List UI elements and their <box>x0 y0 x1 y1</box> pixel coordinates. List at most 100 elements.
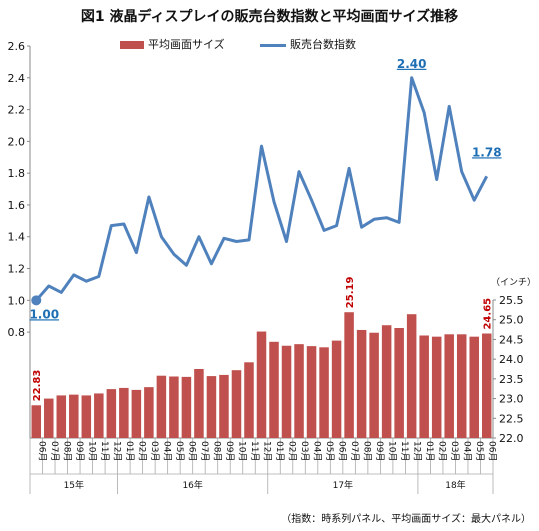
bar <box>481 333 492 438</box>
left-tick-label: 1.8 <box>8 167 26 180</box>
bar <box>131 389 142 438</box>
bar <box>306 346 317 438</box>
month-tick-label: 12月 <box>262 441 273 461</box>
bar <box>44 398 54 438</box>
right-tick-label: 24.5 <box>499 333 524 346</box>
month-tick-label: 07月 <box>199 441 210 461</box>
month-tick-label: 09月 <box>74 441 85 461</box>
line-data-label: 1.00 <box>29 307 59 321</box>
bar <box>231 370 242 438</box>
bar <box>269 341 279 438</box>
month-tick-label: 03月 <box>299 441 310 461</box>
bar <box>294 344 304 438</box>
month-tick-label: 07月 <box>349 441 360 461</box>
month-tick-label: 07月 <box>49 441 60 461</box>
bar <box>31 405 42 438</box>
right-tick-label: 22.5 <box>499 412 524 425</box>
month-tick-label: 08月 <box>362 441 373 461</box>
bar <box>244 362 254 438</box>
legend-bar-swatch <box>120 41 144 49</box>
month-tick-label: 03月 <box>449 441 460 461</box>
month-tick-label: 06月 <box>487 441 498 461</box>
month-tick-label: 11月 <box>399 441 410 461</box>
month-tick-label: 01月 <box>274 441 285 461</box>
month-tick-label: 11月 <box>249 441 260 461</box>
line-data-label: 2.40 <box>397 57 427 71</box>
bar <box>469 336 479 438</box>
bar <box>194 369 204 438</box>
month-tick-label: 05月 <box>174 441 185 461</box>
footnote: （指数：時系列パネル、平均画面サイズ：最大パネル） <box>281 514 531 525</box>
month-tick-label: 05月 <box>474 441 485 461</box>
month-tick-label: 01月 <box>124 441 135 461</box>
month-tick-label: 05月 <box>324 441 335 461</box>
year-label: 15年 <box>64 479 84 491</box>
bar <box>331 340 342 438</box>
year-label: 16年 <box>182 479 202 491</box>
month-tick-label: 02月 <box>437 441 448 461</box>
legend-bar-label: 平均画面サイズ <box>148 38 225 51</box>
month-tick-label: 06月 <box>36 441 47 461</box>
month-tick-label: 08月 <box>211 441 222 461</box>
right-tick-label: 23.0 <box>499 393 524 406</box>
bar <box>144 387 154 438</box>
bar-data-label: 22.83 <box>32 370 43 402</box>
bar <box>406 314 417 438</box>
legend-line-label: 販売台数指数 <box>290 38 356 51</box>
bar <box>94 393 104 438</box>
month-tick-label: 12月 <box>111 441 122 461</box>
bar <box>256 331 267 438</box>
left-tick-label: 1.6 <box>8 199 26 212</box>
month-tick-label: 08月 <box>61 441 72 461</box>
month-tick-label: 04月 <box>312 441 323 461</box>
bar <box>169 376 179 438</box>
bar <box>394 327 404 438</box>
legend-item-bar: 平均画面サイズ <box>120 36 225 52</box>
bar <box>431 336 442 438</box>
bar <box>206 376 217 438</box>
left-tick-label: 2.0 <box>8 135 26 148</box>
bar <box>281 345 292 438</box>
legend-line-swatch <box>260 43 286 47</box>
bar <box>106 389 117 438</box>
month-tick-label: 04月 <box>462 441 473 461</box>
bar <box>381 325 392 438</box>
left-tick-label: 2.4 <box>8 72 26 85</box>
month-tick-label: 02月 <box>136 441 147 461</box>
bar <box>81 395 92 438</box>
bar-data-label: 24.65 <box>483 298 494 330</box>
bar <box>219 374 229 438</box>
bar <box>444 334 454 438</box>
month-tick-label: 10月 <box>387 441 398 461</box>
bar <box>419 335 429 438</box>
bar <box>356 329 367 438</box>
bar <box>181 376 192 438</box>
unit-label: （インチ） <box>491 278 537 288</box>
bar <box>456 334 467 438</box>
month-tick-label: 06月 <box>337 441 348 461</box>
month-tick-label: 04月 <box>161 441 172 461</box>
right-tick-label: 24.0 <box>499 353 524 366</box>
chart-title: 図1 液晶ディスプレイの販売台数指数と平均画面サイズ推移 <box>80 9 459 25</box>
year-label: 18年 <box>445 479 465 491</box>
series-line <box>35 76 489 302</box>
right-tick-label: 25.0 <box>499 314 524 327</box>
month-tick-label: 11月 <box>99 441 110 461</box>
month-tick-label: 12月 <box>412 441 423 461</box>
start-point-marker <box>31 295 42 306</box>
left-tick-label: 2.6 <box>8 40 26 53</box>
month-tick-label: 01月 <box>424 441 435 461</box>
bar <box>156 375 167 438</box>
left-tick-label: 1.0 <box>8 294 26 307</box>
bar <box>56 395 67 438</box>
right-tick-label: 23.5 <box>499 373 524 386</box>
bar-data-label: 25.19 <box>345 277 356 309</box>
month-tick-label: 09月 <box>374 441 385 461</box>
month-tick-label: 06月 <box>186 441 197 461</box>
left-tick-label: 0.8 <box>8 326 26 339</box>
left-tick-label: 2.2 <box>8 104 26 117</box>
right-tick-label: 25.5 <box>499 294 524 307</box>
month-tick-label: 10月 <box>86 441 97 461</box>
